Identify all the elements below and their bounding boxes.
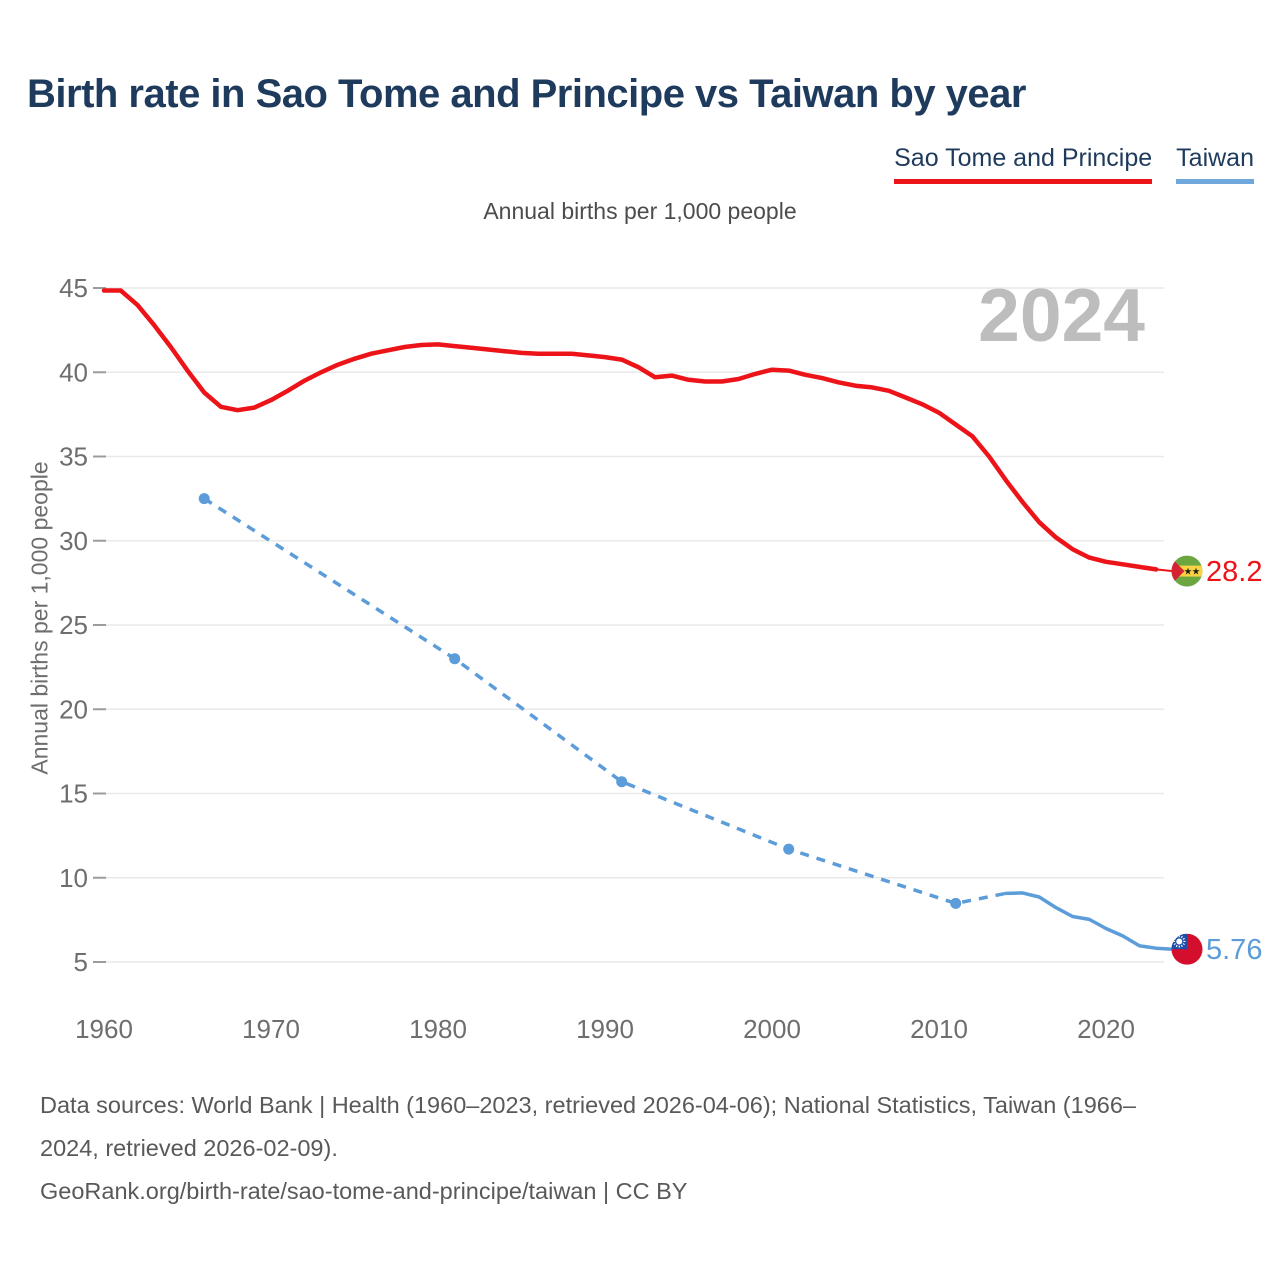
- sao-tome-end-value-label: 28.2: [1206, 556, 1262, 588]
- chart-subtitle: Annual births per 1,000 people: [483, 198, 797, 224]
- x-tick-label: 2010: [910, 1014, 968, 1044]
- x-tick-label: 1980: [409, 1014, 467, 1044]
- attribution-link[interactable]: GeoRank.org/birth-rate/sao-tome-and-prin…: [40, 1178, 688, 1204]
- y-tick-label: 30: [59, 526, 88, 556]
- y-tick-label: 25: [59, 610, 88, 640]
- x-tick-label: 1990: [576, 1014, 634, 1044]
- data-sources-line-2: 2024, retrieved 2026-02-09).: [40, 1135, 338, 1161]
- taiwan-flag-icon: [1171, 933, 1203, 965]
- taiwan-data-point-marker: [950, 897, 962, 909]
- taiwan-series-dashed-line: [203, 497, 1007, 906]
- taiwan-data-point-marker: [616, 776, 628, 788]
- x-tick-label: 2020: [1077, 1014, 1135, 1044]
- y-tick-label: 10: [59, 863, 88, 893]
- page-title: Birth rate in Sao Tome and Principe vs T…: [27, 72, 1027, 116]
- sao-tome-end-connector: [1155, 568, 1173, 573]
- sao-tome-flag-icon: ★ ★: [1171, 555, 1203, 587]
- footer: Data sources: World Bank | Health (1960–…: [40, 1084, 1250, 1213]
- y-tick-label: 20: [59, 694, 88, 724]
- taiwan-data-point-marker: [783, 843, 795, 855]
- y-tick-label: 5: [74, 947, 88, 977]
- y-tick-label: 45: [59, 273, 88, 303]
- taiwan-data-point-marker: [198, 493, 210, 505]
- x-tick-label: 1970: [242, 1014, 300, 1044]
- x-tick-label: 1960: [75, 1014, 133, 1044]
- y-tick-label: 15: [59, 779, 88, 809]
- legend-item-sao-tome[interactable]: Sao Tome and Principe: [894, 144, 1153, 184]
- svg-text:★: ★: [1192, 567, 1201, 578]
- taiwan-data-point-marker: [449, 653, 461, 665]
- y-tick-label: 35: [59, 442, 88, 472]
- x-tick-label: 2000: [743, 1014, 801, 1044]
- sao-tome-series-line: [101, 288, 1159, 572]
- taiwan-series-solid-line: [1004, 891, 1175, 951]
- y-tick-label: 40: [59, 357, 88, 387]
- watermark-year: 2024: [978, 273, 1145, 357]
- taiwan-end-value-label: 5.76: [1206, 934, 1262, 966]
- svg-text:★: ★: [1184, 567, 1193, 578]
- legend-item-taiwan[interactable]: Taiwan: [1176, 144, 1254, 184]
- legend: Sao Tome and Principe Taiwan: [894, 144, 1254, 184]
- data-sources-line-1: Data sources: World Bank | Health (1960–…: [40, 1092, 1136, 1118]
